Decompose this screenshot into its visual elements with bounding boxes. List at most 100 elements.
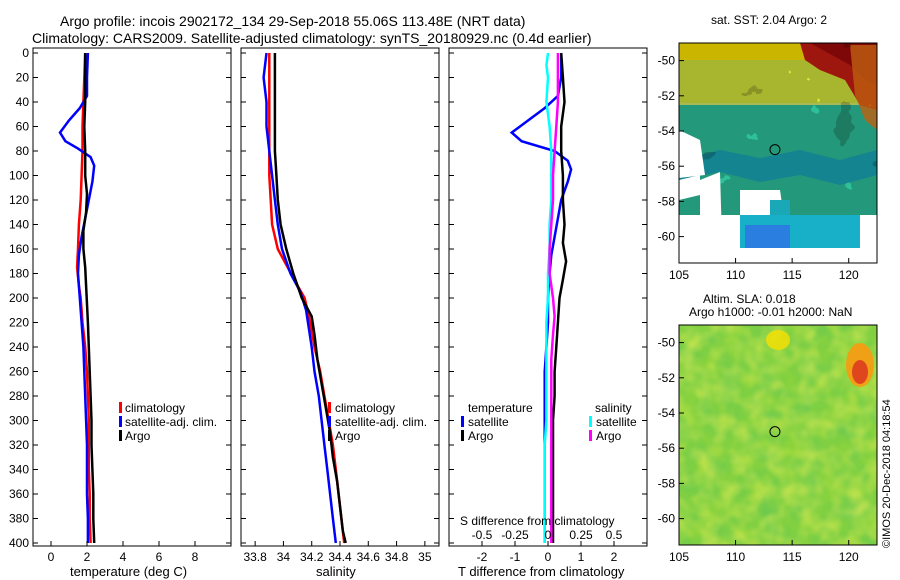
x-tick-label: 6 — [156, 550, 163, 564]
x-tick-label: 33.8 — [243, 550, 267, 564]
map-y-tick-label: -58 — [658, 476, 676, 490]
map-x-tick-label: 115 — [783, 550, 802, 564]
map-y-tick-label: -56 — [658, 441, 676, 455]
sst-map-frame — [678, 42, 878, 264]
y-tick-label: 260 — [9, 365, 29, 379]
temperature-panel-frame — [32, 47, 232, 547]
legend-swatch-temp-satellite — [461, 416, 464, 427]
depth-axis: 0 20 40 60 80 100 120 140 160 180 200 220 240 260 280 3… — [9, 46, 647, 550]
legend-label-sal-argo: Argo — [596, 429, 622, 443]
y-tick-label: 320 — [9, 438, 29, 452]
secondary-x-tick-label: 0.5 — [606, 528, 623, 542]
map-x-tick-label: 115 — [783, 268, 802, 282]
x-tick-label: 34.2 — [300, 550, 324, 564]
y-tick-label: 360 — [9, 487, 29, 501]
y-tick-label: 120 — [9, 193, 29, 207]
sla-map-title-1: Altim. SLA: 0.018 — [703, 292, 796, 306]
map-y-tick-label: -52 — [658, 89, 676, 103]
map-x-tick-label: 105 — [669, 268, 689, 282]
y-tick-label: 100 — [9, 169, 29, 183]
sst-map-ticks: 105 110 115 120 -50 -52 -54 -56 -58 -60 — [658, 54, 859, 282]
legend-swatch-sal-argo — [589, 430, 592, 441]
series-line-salinity-argo — [548, 53, 560, 543]
x-tick-label: 2 — [611, 550, 618, 564]
salinity-legend: climatology satellite-adj. clim. Argo — [328, 401, 427, 443]
salinity-difference-axis-label: S difference from climatology — [460, 514, 615, 528]
map-x-tick-label: 120 — [839, 550, 859, 564]
y-tick-label: 20 — [16, 71, 30, 85]
y-tick-label: 180 — [9, 267, 29, 281]
map-y-tick-label: -60 — [658, 512, 676, 526]
temperature-axis-label: temperature (deg C) — [70, 564, 187, 579]
legend-title-salinity: salinity — [595, 401, 632, 415]
map-y-tick-label: -52 — [658, 371, 676, 385]
map-y-tick-label: -56 — [658, 159, 676, 173]
map-y-tick-label: -60 — [658, 230, 676, 244]
y-tick-label: 160 — [9, 242, 29, 256]
x-tick-label: 8 — [192, 550, 199, 564]
sla-map-ticks: 105 110 115 120 -50 -52 -54 -56 -58 -60 — [658, 336, 859, 564]
map-y-tick-label: -50 — [658, 336, 676, 350]
series-line-temperature-argo — [551, 52, 568, 543]
legend-label-satellite-adj: satellite-adj. clim. — [125, 415, 217, 429]
map-x-tick-label: 110 — [726, 550, 745, 564]
y-tick-label: 340 — [9, 463, 29, 477]
map-x-tick-label: 110 — [726, 268, 745, 282]
y-tick-label: 220 — [9, 316, 29, 330]
secondary-x-tick-label: 0 — [545, 528, 552, 542]
legend-label-temp-argo: Argo — [468, 429, 494, 443]
y-tick-label: 300 — [9, 414, 29, 428]
difference-series — [509, 52, 573, 543]
x-tick-label: 1 — [578, 550, 585, 564]
legend-label-argo: Argo — [125, 429, 151, 443]
legend-swatch-argo — [119, 430, 122, 441]
legend-label-argo: Argo — [335, 429, 361, 443]
y-tick-label: 240 — [9, 340, 29, 354]
x-tick-label: -1 — [510, 550, 521, 564]
y-tick-label: 140 — [9, 218, 29, 232]
legend-swatch-argo — [328, 430, 331, 441]
legend-swatch-satellite-adj — [328, 416, 331, 427]
x-tick-label: 34.6 — [357, 550, 381, 564]
imos-credit: ©IMOS 20-Dec-2018 04:18:54 — [881, 399, 893, 548]
legend-label-climatology: climatology — [335, 401, 395, 415]
legend-swatch-sal-satellite — [589, 416, 592, 427]
x-tick-label: 34.4 — [328, 550, 352, 564]
x-ticks: 0 2 4 6 8 33.8 34 34.2 34.4 34.6 34.8 35 -2 -1 0 1 2 -0.5… — [48, 528, 623, 564]
x-tick-label: 35 — [418, 550, 432, 564]
x-tick-label: 34 — [277, 550, 291, 564]
salinity-series — [262, 52, 347, 544]
map-y-tick-label: -50 — [658, 54, 676, 68]
sst-map — [679, 43, 877, 263]
legend-swatch-climatology — [119, 402, 122, 413]
y-tick-label: 280 — [9, 389, 29, 403]
y-tick-label: 0 — [22, 46, 29, 60]
legend-title-temperature: temperature — [468, 401, 533, 415]
temperature-legend: climatology satellite-adj. clim. Argo — [119, 401, 217, 443]
map-x-tick-label: 120 — [839, 268, 859, 282]
salinity-axis-label: salinity — [316, 564, 356, 579]
y-tick-label: 380 — [9, 512, 29, 526]
series-line-argo — [82, 53, 96, 544]
series-line-salinity-satellite — [543, 52, 553, 543]
sst-map-title: sat. SST: 2.04 Argo: 2 — [711, 13, 827, 27]
series-line-satellite-adj-clim- — [58, 52, 96, 543]
sla-argo-marker — [769, 426, 781, 438]
title-line-2: Climatology: CARS2009. Satellite-adjuste… — [32, 30, 592, 46]
legend-swatch-climatology — [328, 402, 331, 413]
x-tick-label: 4 — [120, 550, 127, 564]
difference-axis-label: T difference from climatology — [458, 564, 625, 579]
x-tick-label: 0 — [48, 550, 55, 564]
legend-label-sal-satellite: satellite — [596, 415, 637, 429]
sst-argo-marker — [769, 144, 781, 156]
map-y-tick-label: -54 — [658, 124, 676, 138]
sla-map-frame — [678, 324, 878, 546]
legend-label-temp-satellite: satellite — [468, 415, 509, 429]
x-tick-label: 0 — [545, 550, 552, 564]
series-line-climatology — [268, 53, 346, 544]
salinity-panel-frame — [240, 47, 440, 547]
temperature-series — [58, 52, 96, 544]
sla-map-title-2: Argo h1000: -0.01 h2000: NaN — [689, 305, 852, 319]
map-y-tick-label: -58 — [658, 194, 676, 208]
